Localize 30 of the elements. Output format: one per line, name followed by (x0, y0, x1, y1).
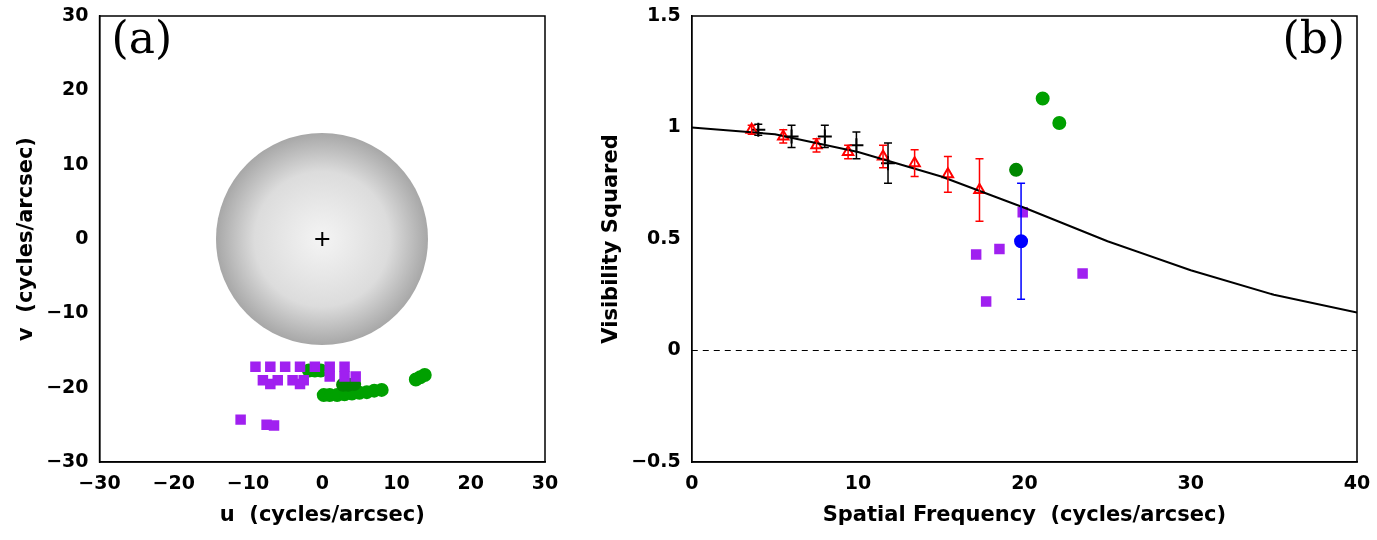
x-tick-label: 20 (1011, 471, 1038, 494)
x-tick-label: −10 (226, 471, 270, 494)
y-tick-label: −0.5 (631, 448, 681, 471)
y-tick-label: 0 (667, 337, 681, 360)
y-tick-label: −30 (46, 448, 89, 471)
x-tick-label: 0 (685, 471, 699, 494)
y-tick-label: 10 (62, 151, 89, 174)
x-tick-label: −20 (152, 471, 195, 494)
y-tick-label: −10 (46, 300, 89, 323)
y-axis-title: v (cycles/arcsec) (13, 137, 38, 341)
x-axis-title: Spatial Frequency (cycles/arcsec) (822, 501, 1227, 526)
annotation: (b) (1282, 12, 1345, 64)
x-tick-label: 30 (1177, 471, 1204, 494)
y-tick-label: 1.5 (647, 2, 681, 25)
x-tick-label: 30 (531, 471, 559, 494)
x-axis-title: u (cycles/arcsec) (219, 501, 425, 526)
y-tick-label: −20 (46, 374, 89, 397)
y-tick-label: 0.5 (647, 225, 681, 248)
y-axis-title: Visibility Squared (598, 134, 623, 344)
x-tick-label: 10 (844, 471, 872, 494)
x-tick-label: 40 (1343, 471, 1371, 494)
x-tick-label: 10 (383, 471, 410, 494)
x-tick-label: 0 (315, 471, 329, 494)
y-tick-label: 0 (75, 225, 89, 248)
y-tick-label: 30 (62, 2, 89, 25)
y-tick-label: 1 (667, 114, 681, 137)
x-tick-label: 20 (457, 471, 484, 494)
annotation: (a) (111, 12, 173, 64)
y-tick-label: 20 (62, 77, 89, 100)
x-tick-label: −30 (78, 471, 121, 494)
